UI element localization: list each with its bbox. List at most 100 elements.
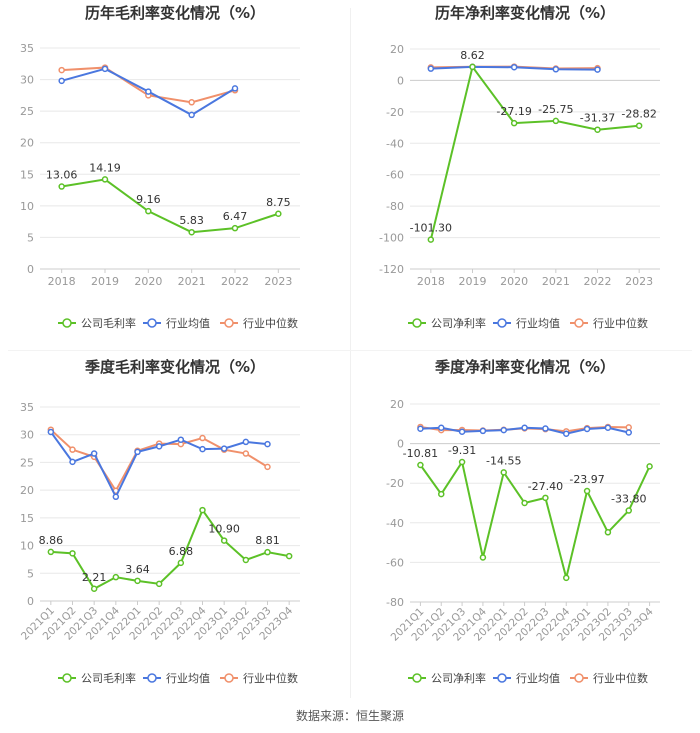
data-point[interactable] (563, 574, 570, 582)
legend-label[interactable]: 公司净利率 (431, 671, 486, 685)
legend-marker[interactable] (497, 318, 507, 328)
data-point[interactable] (69, 458, 76, 466)
legend-marker[interactable] (147, 673, 157, 683)
data-point[interactable] (521, 499, 528, 507)
data-point[interactable] (438, 424, 445, 432)
data-point[interactable] (625, 424, 632, 431)
data-point[interactable] (231, 224, 239, 232)
data-point[interactable] (552, 117, 560, 125)
data-point[interactable] (458, 458, 466, 466)
data-point[interactable] (458, 428, 466, 435)
legend-marker[interactable] (412, 673, 422, 683)
data-point[interactable] (47, 548, 55, 556)
data-point[interactable] (134, 577, 141, 585)
data-point[interactable] (112, 493, 120, 501)
data-point[interactable] (552, 66, 560, 73)
data-point[interactable] (583, 487, 591, 495)
data-point[interactable] (199, 434, 206, 442)
data-point[interactable] (500, 469, 507, 476)
legend-marker[interactable] (574, 318, 584, 328)
data-point[interactable] (58, 66, 65, 74)
data-point[interactable] (625, 507, 632, 514)
data-point[interactable] (199, 506, 206, 514)
legend-marker[interactable] (62, 318, 72, 328)
legend-label[interactable]: 行业均值 (166, 672, 210, 685)
data-point[interactable] (275, 210, 282, 217)
legend-label[interactable]: 行业中位数 (243, 671, 298, 685)
legend-marker[interactable] (497, 673, 507, 683)
data-point[interactable] (264, 463, 271, 471)
data-point[interactable] (625, 429, 632, 436)
data-label: 8.86 (39, 534, 64, 547)
data-point[interactable] (438, 490, 445, 498)
data-point[interactable] (479, 427, 487, 435)
data-point[interactable] (427, 65, 435, 72)
legend-marker[interactable] (224, 318, 234, 328)
legend-label[interactable]: 行业中位数 (593, 671, 648, 685)
data-point[interactable] (69, 550, 76, 557)
data-point[interactable] (58, 77, 65, 85)
data-point[interactable] (112, 573, 120, 581)
data-point[interactable] (188, 99, 195, 106)
data-point[interactable] (521, 424, 528, 432)
data-point[interactable] (594, 66, 601, 73)
data-point[interactable] (563, 430, 570, 437)
data-point[interactable] (242, 450, 250, 457)
legend-label[interactable]: 公司毛利率 (81, 671, 136, 685)
data-point[interactable] (604, 424, 612, 432)
data-point[interactable] (188, 228, 195, 236)
data-point[interactable] (199, 445, 206, 453)
legend-marker[interactable] (62, 673, 72, 683)
data-point[interactable] (500, 426, 507, 434)
data-point[interactable] (69, 446, 76, 453)
data-point[interactable] (220, 445, 228, 452)
data-point[interactable] (285, 552, 293, 560)
data-point[interactable] (264, 440, 271, 448)
legend-marker[interactable] (574, 673, 584, 683)
legend-marker[interactable] (147, 318, 157, 328)
data-point[interactable] (646, 463, 653, 470)
data-point[interactable] (134, 448, 141, 456)
data-point[interactable] (155, 443, 163, 450)
data-point[interactable] (145, 207, 152, 215)
data-point[interactable] (469, 63, 476, 71)
data-point[interactable] (417, 425, 424, 432)
legend-label[interactable]: 行业均值 (516, 672, 560, 685)
data-point[interactable] (510, 63, 518, 71)
data-point[interactable] (417, 461, 424, 469)
data-point[interactable] (101, 65, 109, 73)
data-point[interactable] (594, 126, 601, 133)
legend-label[interactable]: 公司毛利率 (81, 316, 136, 330)
data-point[interactable] (242, 438, 250, 446)
data-point[interactable] (542, 425, 549, 432)
data-point[interactable] (220, 537, 228, 544)
data-point[interactable] (177, 436, 185, 443)
data-point[interactable] (635, 122, 643, 129)
legend-label[interactable]: 行业中位数 (593, 316, 648, 330)
data-point[interactable] (145, 88, 152, 95)
data-point[interactable] (242, 556, 250, 564)
legend-marker[interactable] (224, 673, 234, 683)
legend-marker[interactable] (412, 318, 422, 328)
legend-label[interactable]: 行业中位数 (243, 316, 298, 330)
data-point[interactable] (90, 450, 98, 457)
data-point[interactable] (188, 111, 195, 119)
data-point[interactable] (510, 119, 518, 127)
data-point[interactable] (583, 425, 591, 433)
y-tick-label: 35 (20, 401, 34, 414)
data-point[interactable] (231, 85, 239, 92)
data-point[interactable] (155, 580, 163, 588)
data-point[interactable] (58, 183, 65, 190)
data-point[interactable] (479, 554, 487, 561)
data-point[interactable] (427, 236, 435, 243)
data-point[interactable] (101, 176, 109, 183)
data-point[interactable] (47, 428, 55, 436)
legend-label[interactable]: 行业均值 (516, 317, 560, 330)
data-point[interactable] (177, 559, 185, 567)
data-point[interactable] (90, 585, 98, 593)
data-point[interactable] (604, 529, 612, 536)
legend-label[interactable]: 公司净利率 (431, 316, 486, 330)
data-point[interactable] (264, 548, 271, 556)
data-point[interactable] (542, 494, 549, 502)
legend-label[interactable]: 行业均值 (166, 317, 210, 330)
